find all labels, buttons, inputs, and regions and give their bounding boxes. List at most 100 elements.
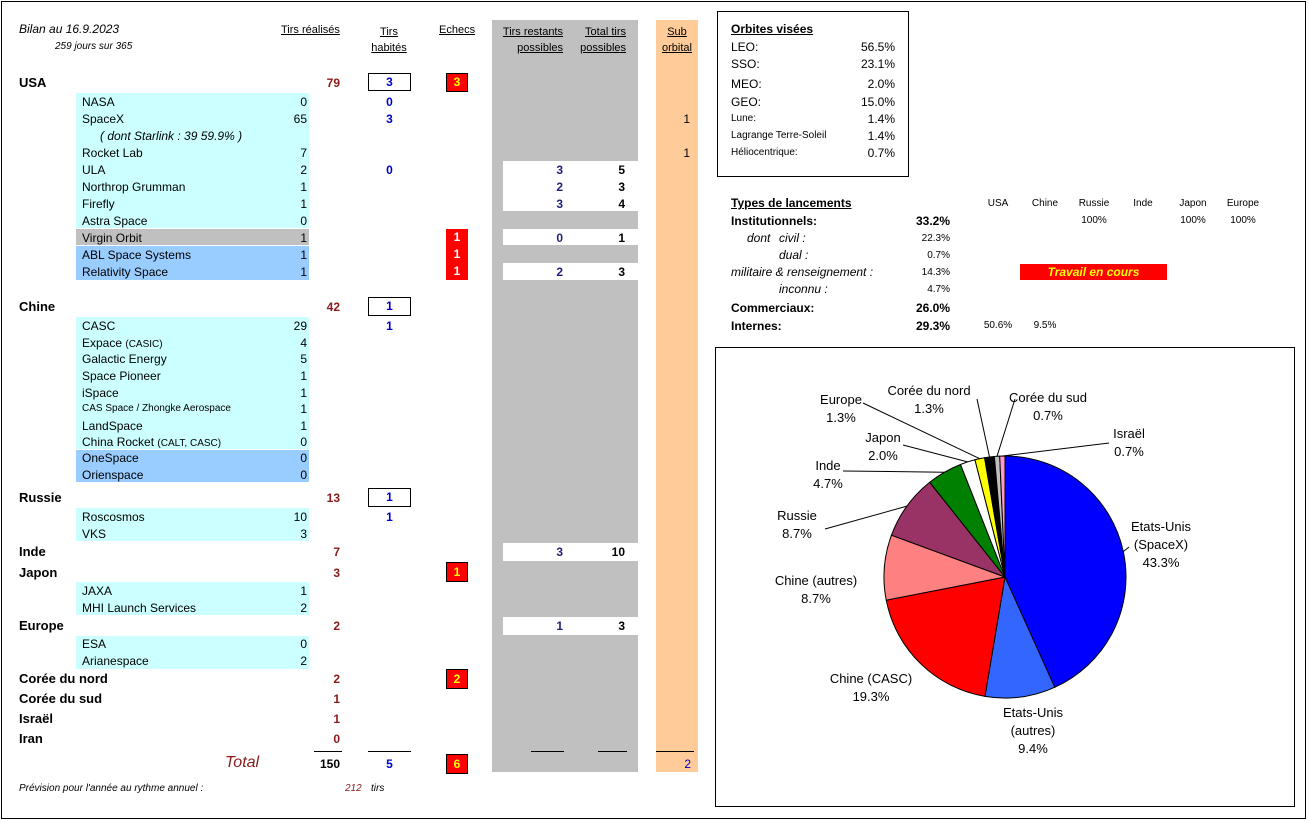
usa-echecs: 3: [446, 73, 468, 92]
types-inconnu-value: 4.7%: [927, 284, 950, 295]
virgin-value: 1: [300, 231, 307, 245]
total-line: [314, 751, 342, 752]
types-inst-russie: 100%: [1081, 215, 1107, 226]
orbite-leo-value: 56.5%: [860, 40, 895, 54]
types-internes-usa: 50.6%: [983, 320, 1013, 331]
country-iran: Iran: [19, 731, 43, 746]
prevision-value: 212: [345, 783, 362, 794]
types-commerciaux: Commerciaux:: [731, 301, 815, 315]
chine-rows-bg: [76, 317, 309, 449]
total-line: [368, 751, 411, 752]
casc-habites: 1: [386, 319, 393, 333]
coree-sud-total: 1: [333, 692, 340, 706]
orbite-helio-value: 0.7%: [867, 146, 895, 160]
country-chine: Chine: [19, 299, 56, 314]
virgin-row-bg: [76, 229, 309, 245]
pie-leader-7: [862, 402, 980, 460]
types-institutionnels: Institutionnels:: [731, 214, 817, 228]
pie-label-5: Inde 4.7%: [813, 458, 843, 491]
iran-total: 0: [333, 732, 340, 746]
europe-total-possibles: 3: [618, 619, 625, 633]
types-institutionnels-value: 33.2%: [915, 214, 950, 228]
prevision-label: Prévision pour l'année au rythme annuel …: [19, 783, 204, 794]
org-firefly: Firefly: [82, 197, 115, 211]
orbites-box: [717, 11, 909, 177]
europe-restants: 1: [556, 619, 563, 633]
roscosmos-habites: 1: [386, 510, 393, 524]
russie-rows-bg: [76, 508, 309, 541]
col-tirs-realises: Tirs réalisés: [281, 24, 340, 36]
usa-total: 79: [326, 76, 340, 90]
europe-rows-bg: [76, 636, 309, 669]
org-spacex: SpaceX: [82, 112, 125, 126]
org-orienspace: Orienspace: [82, 468, 144, 482]
org-expace: Expace (CASIC): [82, 336, 163, 350]
types-col-inde: Inde: [1133, 198, 1153, 209]
org-ispace: iSpace: [82, 386, 119, 400]
orbite-geo: GEO:: [731, 95, 762, 109]
northrop-total-possibles: 3: [618, 180, 625, 194]
org-casc: CASC: [82, 319, 116, 333]
org-pioneer: Space Pioneer: [82, 369, 161, 383]
org-landspace: LandSpace: [82, 419, 143, 433]
astra-value: 0: [300, 214, 307, 228]
roscosmos-value: 10: [293, 510, 307, 524]
types-title: Types de lancements: [731, 196, 852, 210]
col-total-tirs: Total tirs possibles: [580, 26, 626, 54]
org-northrop: Northrop Grumman: [82, 180, 186, 194]
org-casspace: CAS Space / Zhongke Aerospace: [82, 403, 231, 414]
types-inconnu: inconnu :: [779, 282, 828, 296]
country-coree-sud: Corée du sud: [19, 691, 103, 706]
bilan-date: Bilan au 16.9.2023: [19, 22, 120, 36]
europe-total: 2: [333, 619, 340, 633]
country-israel: Israël: [19, 711, 53, 726]
types-col-europe: Europe: [1226, 198, 1260, 209]
russie-total: 13: [326, 491, 340, 505]
total-sub: 2: [684, 757, 691, 771]
russie-habites: 1: [368, 488, 411, 507]
org-relativity: Relativity Space: [82, 265, 169, 279]
abl-value: 1: [300, 248, 307, 262]
ula-habites: 0: [386, 163, 393, 177]
israel-total: 1: [333, 712, 340, 726]
expace-value: 4: [300, 336, 307, 350]
org-jaxa: JAXA: [82, 584, 113, 598]
ula-restants: 3: [556, 163, 563, 177]
types-dont: dont: [747, 231, 771, 245]
country-coree-nord: Corée du nord: [19, 671, 108, 686]
orbite-meo-value: 2.0%: [867, 77, 895, 91]
pie-leader-9: [996, 398, 1016, 457]
pie-leader-10: [1002, 442, 1110, 457]
types-internes: Internes:: [731, 319, 782, 333]
types-civil-value: 22.3%: [921, 233, 950, 244]
mhi-value: 2: [300, 601, 307, 615]
pie-label-9: Corée du sud 0.7%: [1009, 390, 1087, 423]
abl-echecs: 1: [446, 246, 468, 263]
org-nasa: NASA: [82, 95, 115, 109]
org-chinarocket: China Rocket (CALT, CASC): [82, 435, 222, 449]
nasa-habites: 0: [386, 95, 393, 109]
orbite-geo-value: 15.0%: [860, 95, 895, 109]
org-arianespace: Arianespace: [82, 654, 149, 668]
white-cell: [503, 617, 638, 635]
org-ula: ULA: [82, 163, 106, 177]
onespace-value: 0: [300, 451, 307, 465]
pie-label-7: Europe 1.3%: [820, 392, 862, 425]
country-japon: Japon: [19, 565, 58, 580]
orbite-sso-value: 23.1%: [860, 57, 895, 71]
relativity-value: 1: [300, 265, 307, 279]
onespace-rows-bg: [76, 450, 309, 482]
spacex-value: 65: [293, 112, 307, 126]
rocketlab-value: 7: [300, 146, 307, 160]
esa-value: 0: [300, 637, 307, 651]
pie-leader-6: [902, 444, 968, 463]
virgin-total-possibles: 1: [618, 231, 625, 245]
types-col-chine: Chine: [1031, 198, 1059, 209]
casc-value: 29: [293, 319, 307, 333]
pie-leader-5: [842, 470, 945, 473]
total-label: Total: [225, 754, 260, 771]
abl-rows-bg: [76, 246, 309, 280]
inde-total: 7: [333, 545, 340, 559]
firefly-total-possibles: 4: [618, 197, 625, 211]
orbite-meo: MEO:: [731, 77, 762, 91]
